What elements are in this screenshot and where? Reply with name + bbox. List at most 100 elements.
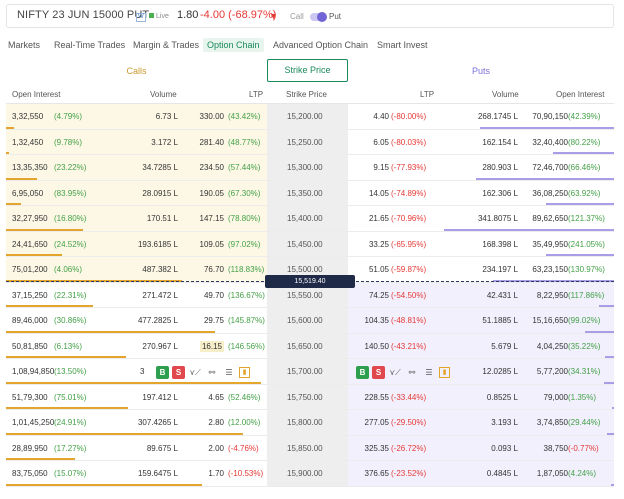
col-call-open-interest[interactable]: Open Interest xyxy=(12,90,61,99)
put-oi-bar xyxy=(605,356,614,358)
call-sell-button[interactable]: S xyxy=(172,365,185,379)
put-open-interest: 3,74,850 xyxy=(536,418,568,427)
chart-icon[interactable]: ⋎⟋ xyxy=(389,367,401,377)
strike-cell-bg xyxy=(267,104,348,129)
call-cell-bg xyxy=(6,257,267,282)
symbol-name: NIFTY 23 JUN 15000 PUT xyxy=(17,9,150,21)
put-cell-bg xyxy=(348,461,614,486)
put-sell-button[interactable]: S xyxy=(372,365,385,379)
strike-price: 15,350.00 xyxy=(287,188,323,198)
col-put-ltp[interactable]: LTP xyxy=(420,90,435,99)
strike-cell-bg xyxy=(267,384,348,409)
table-row[interactable]: 28,89,950 (17.27%) 89.675 L 2.00 (-4.76%) 325… xyxy=(6,435,614,461)
call-oi-change: (30.86%) xyxy=(54,316,87,325)
put-open-interest: 70,90,150 xyxy=(532,112,568,121)
col-call-ltp[interactable]: LTP xyxy=(249,90,264,99)
tab-markets[interactable]: Markets xyxy=(8,40,41,50)
call-buy-button[interactable]: B xyxy=(156,365,169,379)
live-indicator: Live xyxy=(149,13,169,20)
col-put-open-interest[interactable]: Open Interest xyxy=(556,90,605,99)
chart-icon[interactable]: ⋎⟋ xyxy=(189,367,201,377)
bookmark-icon[interactable]: ▮ xyxy=(239,366,250,378)
put-oi-change: (1.35%) xyxy=(568,392,597,402)
table-row[interactable]: 51,79,300 (75.01%) 197.412 L 4.65 (52.46%) 22… xyxy=(6,384,614,410)
table-row[interactable]: 1,08,94,850 (13.50%) 3 B S ⋎⟋ ⚯ ☰ ▮ B S ⋎⟋ ⚯ ☰ ▮ 15,700… xyxy=(6,359,614,385)
put-volume: 42.431 L xyxy=(486,290,518,300)
call-oi-change: (75.01%) xyxy=(54,392,87,402)
call-oi-change: (16.80%) xyxy=(54,214,87,223)
table-row[interactable]: 1,32,450 (9.78%) 3.172 L 281.40 (48.77%) 6.05… xyxy=(6,129,614,155)
call-ltp: 2.80 xyxy=(208,418,224,427)
put-oi-bar xyxy=(607,432,614,435)
table-row[interactable]: 3,32,550 (4.79%) 6.73 L 330.00 (43.42%) 4.40(… xyxy=(6,104,614,130)
column-header-row: Open Interest Volume LTP Strike Price LT… xyxy=(6,84,614,104)
put-cell-bg xyxy=(348,410,614,435)
put-oi-bar xyxy=(444,228,614,231)
table-row[interactable]: 6,95,050 (83.95%) 28.0915 L 190.05 (67.30%) 1… xyxy=(6,180,614,206)
call-open-interest: 1,32,450 xyxy=(12,137,44,147)
strike-cell-bg xyxy=(267,180,348,205)
table-row[interactable]: 50,81,850 (6.13%) 270.967 L 16.15 (146.56%) 1… xyxy=(6,333,614,359)
col-call-volume[interactable]: Volume xyxy=(150,90,177,99)
call-oi-change: (24.52%) xyxy=(54,239,87,249)
put-toggle-label: Put xyxy=(329,12,342,21)
put-ltp-change: (-74.89%) xyxy=(391,188,427,198)
call-oi-bar xyxy=(6,305,93,307)
call-oi-bar xyxy=(6,407,128,409)
call-cell-bg xyxy=(6,104,267,129)
strike-cell-bg xyxy=(267,333,348,358)
settings-sliders-icon[interactable]: ☰ xyxy=(425,367,433,377)
call-volume: 3.172 L xyxy=(151,137,178,147)
call-put-toggle[interactable] xyxy=(310,12,327,22)
table-row[interactable]: 32,27,950 (16.80%) 170.51 L 147.15 (78.80%) 2… xyxy=(6,206,614,232)
chain-icon[interactable]: ⚯ xyxy=(208,367,216,377)
call-oi-change: (4.06%) xyxy=(54,265,83,274)
strike-price: 15,800.00 xyxy=(287,418,323,427)
chain-icon[interactable]: ⚯ xyxy=(408,367,416,377)
call-oi-bar xyxy=(6,483,202,486)
put-oi-change: (130.97%) xyxy=(568,265,605,274)
call-ltp: 49.70 xyxy=(203,290,224,300)
tab-margin-trades[interactable]: Margin & Trades xyxy=(133,40,200,50)
col-put-volume[interactable]: Volume xyxy=(492,90,519,99)
spot-price-marker: 15,519.40 xyxy=(265,275,355,288)
put-cell-bg xyxy=(348,435,614,460)
tab-smart-invest[interactable]: Smart Invest xyxy=(377,40,428,50)
table-row[interactable]: 1,01,45,250 (24.91%) 307.4265 L 2.80 (12.00%… xyxy=(6,410,614,436)
put-buy-button[interactable]: B xyxy=(356,365,369,379)
tab-option-chain[interactable]: Option Chain xyxy=(203,38,264,52)
weekly-badge: W xyxy=(136,13,146,22)
strike-price-header[interactable]: Strike Price xyxy=(267,59,348,82)
settings-sliders-icon[interactable]: ☰ xyxy=(225,367,233,377)
put-ltp-change: (-77.93%) xyxy=(391,163,427,172)
col-strike-price[interactable]: Strike Price xyxy=(286,90,327,99)
put-oi-change: (99.02%) xyxy=(568,316,601,325)
put-ltp-change: (-80.03%) xyxy=(391,137,427,147)
table-row[interactable]: 13,35,350 (23.22%) 34.7285 L 234.50 (57.44%)… xyxy=(6,155,614,181)
call-oi-bar xyxy=(6,228,83,231)
call-oi-bar xyxy=(6,254,62,256)
strike-cell-bg xyxy=(267,206,348,231)
strike-cell-bg xyxy=(267,359,348,384)
table-row[interactable]: 24,41,650 (24.52%) 193.6185 L 109.05 (97.02%… xyxy=(6,231,614,257)
call-ltp-change: (97.02%) xyxy=(228,239,261,249)
bookmark-icon[interactable]: ▮ xyxy=(439,366,450,378)
table-row[interactable]: 83,75,050 (15.07%) 159.6475 L 1.70 (-10.53%)… xyxy=(6,461,614,487)
tab-real-time-trades[interactable]: Real-Time Trades xyxy=(54,40,126,50)
call-oi-change: (24.91%) xyxy=(54,418,87,427)
tab-advanced-option-chain[interactable]: Advanced Option Chain xyxy=(273,40,369,50)
put-volume: 162.306 L xyxy=(482,188,518,198)
put-volume: 3.193 L xyxy=(491,418,518,427)
put-oi-bar xyxy=(599,305,614,307)
put-ltp-change: (-65.95%) xyxy=(391,239,427,249)
put-cell-bg xyxy=(348,282,614,307)
strike-cell-bg xyxy=(267,410,348,435)
put-oi-bar xyxy=(546,254,614,256)
put-action-bar: B S ⋎⟋ ⚯ ☰ ▮ xyxy=(356,365,450,379)
call-ltp: 190.05 xyxy=(199,188,224,198)
call-volume: 197.412 L xyxy=(142,392,178,402)
table-row[interactable]: 89,46,000 (30.86%) 477.2825 L 29.75 (145.87%… xyxy=(6,308,614,334)
call-cell-bg xyxy=(6,129,267,154)
strike-cell-bg xyxy=(267,129,348,154)
call-ltp-change: (43.42%) xyxy=(228,112,261,121)
